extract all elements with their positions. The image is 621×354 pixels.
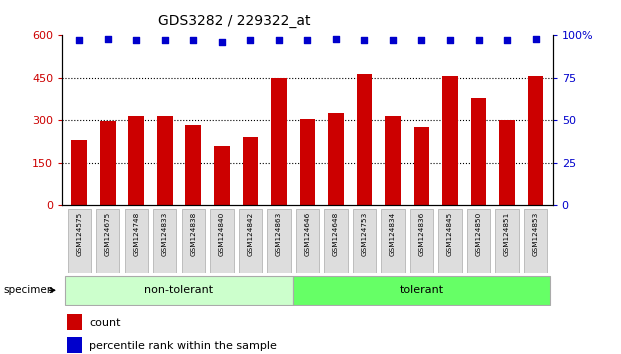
Text: GSM124834: GSM124834	[390, 212, 396, 256]
Point	[245, 38, 255, 43]
Text: GSM124753: GSM124753	[361, 212, 368, 256]
Bar	[186, 125, 201, 205]
Bar	[499, 120, 515, 205]
FancyBboxPatch shape	[65, 276, 293, 304]
Text: GSM124853: GSM124853	[533, 212, 538, 256]
Point	[360, 38, 369, 43]
FancyBboxPatch shape	[381, 209, 405, 273]
FancyBboxPatch shape	[267, 209, 291, 273]
Text: GSM124838: GSM124838	[190, 212, 196, 256]
Point	[274, 38, 284, 43]
Bar	[100, 121, 116, 205]
Text: tolerant: tolerant	[399, 285, 443, 295]
Point	[75, 38, 84, 43]
FancyBboxPatch shape	[296, 209, 319, 273]
Point	[188, 38, 198, 43]
Point	[131, 38, 141, 43]
FancyBboxPatch shape	[238, 209, 262, 273]
Text: count: count	[89, 318, 120, 328]
Bar	[243, 137, 258, 205]
FancyBboxPatch shape	[210, 209, 233, 273]
Text: GSM124851: GSM124851	[504, 212, 510, 256]
Text: percentile rank within the sample: percentile rank within the sample	[89, 341, 277, 351]
Point	[530, 36, 540, 42]
FancyBboxPatch shape	[496, 209, 519, 273]
Text: GDS3282 / 229322_at: GDS3282 / 229322_at	[158, 14, 310, 28]
Text: GSM124675: GSM124675	[105, 212, 111, 256]
Point	[217, 39, 227, 45]
FancyBboxPatch shape	[410, 209, 433, 273]
Point	[417, 38, 427, 43]
FancyBboxPatch shape	[524, 209, 547, 273]
FancyBboxPatch shape	[181, 209, 205, 273]
Point	[331, 36, 341, 42]
Point	[474, 38, 484, 43]
FancyBboxPatch shape	[125, 209, 148, 273]
Bar	[299, 119, 315, 205]
Bar	[271, 78, 287, 205]
FancyBboxPatch shape	[96, 209, 119, 273]
Text: GSM124863: GSM124863	[276, 212, 282, 256]
Point	[302, 38, 312, 43]
Point	[502, 38, 512, 43]
Bar	[356, 74, 372, 205]
FancyBboxPatch shape	[324, 209, 348, 273]
Text: GSM124840: GSM124840	[219, 212, 225, 256]
FancyBboxPatch shape	[438, 209, 461, 273]
FancyBboxPatch shape	[293, 276, 550, 304]
Text: GSM124833: GSM124833	[162, 212, 168, 256]
FancyBboxPatch shape	[68, 209, 91, 273]
Point	[388, 38, 398, 43]
FancyBboxPatch shape	[467, 209, 490, 273]
Text: GSM124845: GSM124845	[447, 212, 453, 256]
Text: GSM124648: GSM124648	[333, 212, 339, 256]
Bar	[414, 127, 429, 205]
Bar	[471, 98, 486, 205]
Bar	[442, 76, 458, 205]
Text: GSM124646: GSM124646	[304, 212, 310, 256]
FancyBboxPatch shape	[153, 209, 176, 273]
Text: GSM124850: GSM124850	[476, 212, 481, 256]
Text: GSM124575: GSM124575	[76, 212, 82, 256]
Bar	[528, 76, 543, 205]
FancyBboxPatch shape	[353, 209, 376, 273]
Text: GSM124842: GSM124842	[247, 212, 253, 256]
Bar	[214, 146, 230, 205]
Bar	[71, 140, 87, 205]
Bar	[129, 116, 144, 205]
Point	[160, 38, 170, 43]
Text: specimen: specimen	[3, 285, 53, 295]
Bar	[67, 337, 82, 353]
Bar	[328, 113, 344, 205]
Point	[102, 36, 112, 42]
Bar	[67, 314, 82, 331]
Text: GSM124836: GSM124836	[419, 212, 425, 256]
Bar	[157, 116, 173, 205]
Point	[445, 38, 455, 43]
Text: non-tolerant: non-tolerant	[145, 285, 214, 295]
Text: GSM124748: GSM124748	[134, 212, 139, 256]
Bar	[385, 116, 401, 205]
